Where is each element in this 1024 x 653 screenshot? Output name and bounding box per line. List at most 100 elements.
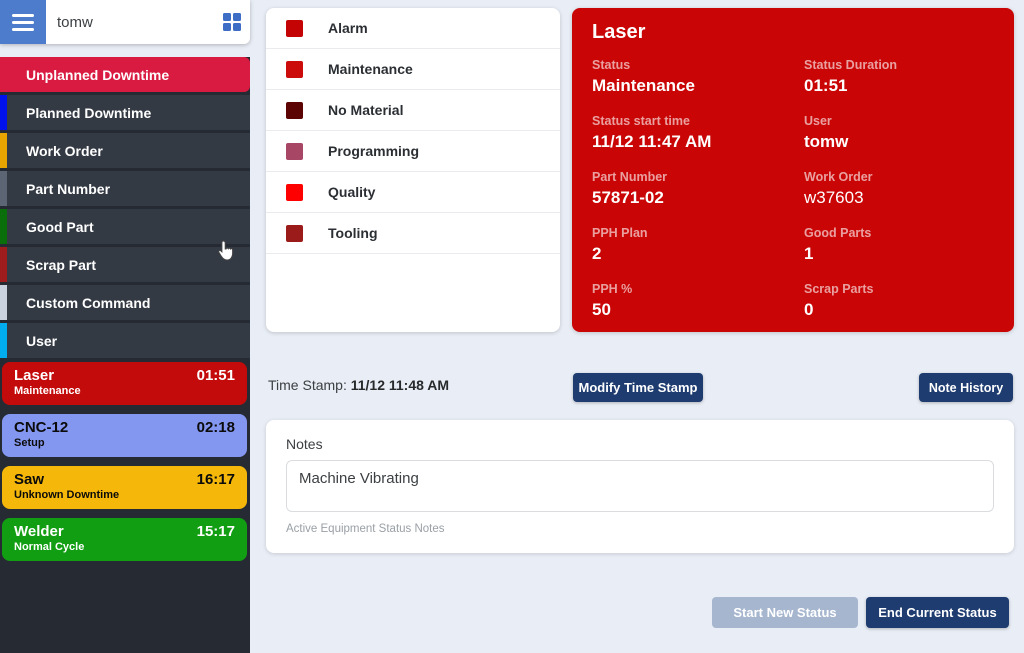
sidebar-menu-item[interactable]: Custom Command <box>0 285 250 320</box>
sidebar-menu: Unplanned Downtime Planned Downtime Work… <box>0 57 250 358</box>
machine-status-list: Laser 01:51 Maintenance CNC-12 02:18 Set… <box>0 362 250 561</box>
status-field-value: w37603 <box>804 188 864 207</box>
downtime-reason-list: Alarm Maintenance No Material Programmin… <box>266 8 560 332</box>
sidebar-menu-item[interactable]: Scrap Part <box>0 247 250 282</box>
machine-name: Laser <box>14 367 55 384</box>
status-field: Scrap Parts 0 <box>804 282 994 326</box>
modify-timestamp-button[interactable]: Modify Time Stamp <box>573 373 703 402</box>
status-field-value: tomw <box>804 132 849 151</box>
machine-name: Welder <box>14 523 64 540</box>
sidebar-menu-item-label: User <box>26 332 58 349</box>
equipment-name-title: Laser <box>592 21 646 43</box>
sidebar-menu-item[interactable]: Part Number <box>0 171 250 206</box>
reason-label: Alarm <box>328 20 368 36</box>
machine-status-card[interactable]: Laser 01:51 Maintenance <box>2 362 247 405</box>
machine-status-text: Normal Cycle <box>14 541 85 553</box>
sidebar-menu-item[interactable]: Good Part <box>0 209 250 244</box>
machine-status-duration: 16:17 <box>196 471 235 488</box>
status-field-label: Status Duration <box>804 58 898 72</box>
equipment-status-fields: Status Maintenance Status Duration 01:51… <box>592 58 994 326</box>
sidebar-menu-item-label: Scrap Part <box>26 256 97 273</box>
downtime-reason-row[interactable]: Alarm <box>266 8 560 49</box>
machine-status-duration: 02:18 <box>196 419 235 436</box>
downtime-reason-row[interactable]: Quality <box>266 172 560 213</box>
current-user-label: tomw <box>57 13 93 31</box>
sidebar-body: Unplanned Downtime Planned Downtime Work… <box>0 57 250 653</box>
machine-status-duration: 01:51 <box>196 367 235 384</box>
downtime-reason-row[interactable]: No Material <box>266 90 560 131</box>
status-field: Work Order w37603 <box>804 170 994 214</box>
reason-color-swatch <box>286 183 303 201</box>
sidebar-menu-item[interactable]: Unplanned Downtime <box>0 57 250 92</box>
notes-helper-text: Active Equipment Status Notes <box>286 523 445 535</box>
sidebar-menu-item-label: Planned Downtime <box>26 104 152 121</box>
reason-color-swatch <box>286 19 303 37</box>
status-field-value: 57871-02 <box>592 188 664 207</box>
reason-color-swatch <box>286 60 303 78</box>
status-field: User tomw <box>804 114 994 158</box>
start-new-status-button[interactable]: Start New Status <box>712 597 858 628</box>
machine-status-text: Unknown Downtime <box>14 489 120 501</box>
sidebar-menu-item[interactable]: User <box>0 323 250 358</box>
status-field-label: User <box>804 114 832 128</box>
sidebar-menu-item-label: Custom Command <box>26 294 151 311</box>
status-field: PPH % 50 <box>592 282 804 326</box>
note-history-button[interactable]: Note History <box>919 373 1013 402</box>
status-field-label: Good Parts <box>804 226 872 240</box>
sidebar-menu-item-label: Good Part <box>26 218 94 235</box>
machine-status-text: Maintenance <box>14 385 81 397</box>
timestamp-label: Time Stamp: <box>268 377 347 393</box>
status-field: Status start time 11/12 11:47 AM <box>592 114 804 158</box>
timestamp-row: Time Stamp: 11/12 11:48 AM Modify Time S… <box>250 370 1024 406</box>
status-field-value: 01:51 <box>804 76 848 95</box>
status-field: Good Parts 1 <box>804 226 994 270</box>
sidebar-menu-item-label: Work Order <box>26 142 103 159</box>
status-field-value: 2 <box>592 244 602 263</box>
status-field-label: Status <box>592 58 631 72</box>
notes-input[interactable]: Machine Vibrating <box>286 460 994 512</box>
sidebar-menu-item[interactable]: Work Order <box>0 133 250 168</box>
status-field-value: Maintenance <box>592 76 695 95</box>
status-field-value: 1 <box>804 244 814 263</box>
notes-card: Notes Machine Vibrating Active Equipment… <box>266 420 1014 553</box>
status-field-label: PPH % <box>592 282 633 296</box>
status-field: Status Duration 01:51 <box>804 58 994 102</box>
reason-label: Tooling <box>328 225 378 241</box>
sidebar-menu-item-label: Part Number <box>26 180 111 197</box>
status-field-value: 11/12 11:47 AM <box>592 132 712 151</box>
main-content: Alarm Maintenance No Material Programmin… <box>250 0 1024 653</box>
notes-label: Notes <box>286 436 323 452</box>
sidebar-header: tomw <box>0 0 250 44</box>
reason-label: Programming <box>328 143 420 159</box>
machine-status-card[interactable]: Welder 15:17 Normal Cycle <box>2 518 247 561</box>
reason-label: Quality <box>328 184 376 200</box>
downtime-reason-row[interactable]: Tooling <box>266 213 560 254</box>
machine-name: Saw <box>14 471 45 488</box>
sidebar: tomw Unplanned Downtime Planned Downtime… <box>0 0 250 653</box>
machine-status-card[interactable]: CNC-12 02:18 Setup <box>2 414 247 457</box>
machine-status-card[interactable]: Saw 16:17 Unknown Downtime <box>2 466 247 509</box>
status-field: Status Maintenance <box>592 58 804 102</box>
reason-color-swatch <box>286 224 303 242</box>
status-field-value: 50 <box>592 300 611 319</box>
status-field-label: Work Order <box>804 170 873 184</box>
end-current-status-button[interactable]: End Current Status <box>866 597 1009 628</box>
reason-color-swatch <box>286 101 303 119</box>
status-field-value: 0 <box>804 300 814 319</box>
hamburger-menu-icon[interactable] <box>0 0 46 44</box>
reason-color-swatch <box>286 142 303 160</box>
machine-name: CNC-12 <box>14 419 69 436</box>
status-field: PPH Plan 2 <box>592 226 804 270</box>
equipment-status-card: Laser Status Maintenance Status Duration… <box>572 8 1014 332</box>
downtime-reason-row[interactable]: Maintenance <box>266 49 560 90</box>
sidebar-menu-item[interactable]: Planned Downtime <box>0 95 250 130</box>
sidebar-menu-item-label: Unplanned Downtime <box>26 66 170 83</box>
status-field-label: Status start time <box>592 114 690 128</box>
reason-label: Maintenance <box>328 61 413 77</box>
status-field-label: Scrap Parts <box>804 282 874 296</box>
downtime-reason-row[interactable]: Programming <box>266 131 560 172</box>
timestamp-text: Time Stamp: 11/12 11:48 AM <box>268 377 449 393</box>
apps-grid-icon[interactable] <box>223 13 241 31</box>
status-field-label: PPH Plan <box>592 226 648 240</box>
status-field-label: Part Number <box>592 170 668 184</box>
